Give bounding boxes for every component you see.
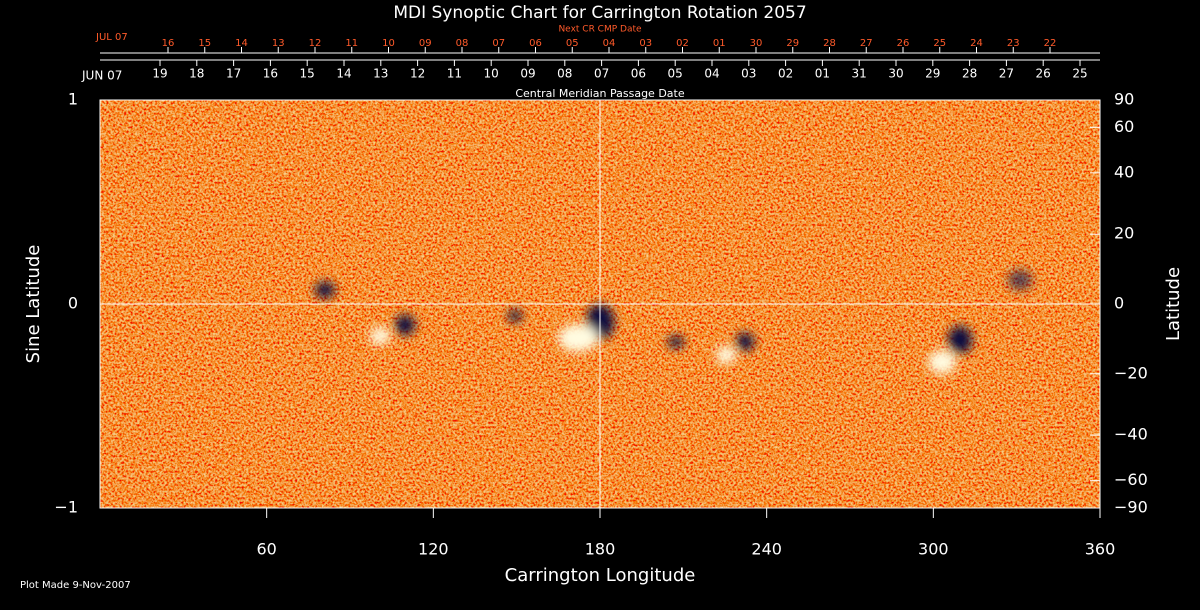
y-axis-label: Sine Latitude	[23, 245, 44, 364]
date-label: 25	[933, 38, 946, 49]
date-label: 02	[676, 38, 689, 49]
date-label: 12	[410, 67, 425, 81]
date-label: 10	[382, 38, 395, 49]
date-label: 08	[557, 67, 572, 81]
date-label: 29	[925, 67, 940, 81]
date-label: 04	[603, 38, 616, 49]
date-label: 11	[345, 38, 358, 49]
date-label: 26	[1036, 67, 1051, 81]
y2-tick-label: 0	[1114, 294, 1124, 313]
y2-tick-label: −40	[1114, 425, 1148, 444]
date-label: 27	[999, 67, 1014, 81]
x-tick-label: 60	[256, 540, 276, 559]
y2-tick-label: 40	[1114, 162, 1134, 181]
date-label: 15	[198, 38, 211, 49]
footer: Plot Made 9-Nov-2007	[20, 580, 131, 591]
date-label: 28	[962, 67, 977, 81]
date-label: 01	[713, 38, 726, 49]
date-label: 30	[888, 67, 903, 81]
cmp-label: Central Meridian Passage Date	[515, 87, 684, 100]
date-label: 23	[1007, 38, 1020, 49]
date-label: 04	[704, 67, 719, 81]
x-tick-label: 360	[1085, 540, 1116, 559]
date-label: 29	[786, 38, 799, 49]
next-cr-label: Next CR CMP Date	[558, 25, 642, 35]
date-label: 11	[447, 67, 462, 81]
date-label: 02	[778, 67, 793, 81]
cmp-month: JUN 07	[81, 69, 122, 83]
date-label: 15	[300, 67, 315, 81]
date-label: 12	[309, 38, 322, 49]
y-tick-label: 0	[68, 294, 78, 313]
y2-tick-label: −20	[1114, 363, 1148, 382]
y2-tick-label: 90	[1114, 90, 1134, 109]
y-tick-label: −1	[54, 498, 78, 517]
y2-tick-label: 20	[1114, 224, 1134, 243]
date-label: 25	[1072, 67, 1087, 81]
date-label: 14	[235, 38, 248, 49]
y2-axis-label: Latitude	[1163, 267, 1184, 341]
date-label: 13	[373, 67, 388, 81]
y-tick-label: 1	[68, 90, 78, 109]
date-label: 31	[852, 67, 867, 81]
date-label: 06	[631, 67, 646, 81]
date-label: 09	[520, 67, 535, 81]
date-label: 10	[484, 67, 499, 81]
x-tick-label: 240	[751, 540, 782, 559]
date-label: 08	[456, 38, 469, 49]
date-label: 24	[970, 38, 983, 49]
date-label: 18	[189, 67, 204, 81]
date-label: 16	[263, 67, 278, 81]
date-label: 03	[639, 38, 652, 49]
date-label: 26	[897, 38, 910, 49]
x-tick-label: 180	[585, 540, 616, 559]
date-label: 07	[492, 38, 505, 49]
date-label: 27	[860, 38, 873, 49]
x-axis-label: Carrington Longitude	[505, 565, 696, 586]
date-label: 09	[419, 38, 432, 49]
x-tick-label: 120	[418, 540, 449, 559]
date-label: 05	[668, 67, 683, 81]
date-label: 05	[566, 38, 579, 49]
date-label: 19	[152, 67, 167, 81]
date-label: 06	[529, 38, 542, 49]
chart-title: MDI Synoptic Chart for Carrington Rotati…	[393, 3, 806, 23]
date-label: 17	[226, 67, 241, 81]
date-label: 16	[162, 38, 175, 49]
x-tick-label: 300	[918, 540, 949, 559]
y2-tick-label: −90	[1114, 498, 1148, 517]
date-label: 01	[815, 67, 830, 81]
y2-tick-label: −60	[1114, 470, 1148, 489]
date-label: 14	[336, 67, 351, 81]
date-label: 22	[1044, 38, 1057, 49]
next-month: JUL 07	[95, 32, 128, 43]
y2-tick-label: 60	[1114, 117, 1134, 136]
date-label: 30	[750, 38, 763, 49]
date-label: 07	[594, 67, 609, 81]
date-label: 13	[272, 38, 285, 49]
date-label: 03	[741, 67, 756, 81]
date-label: 28	[823, 38, 836, 49]
